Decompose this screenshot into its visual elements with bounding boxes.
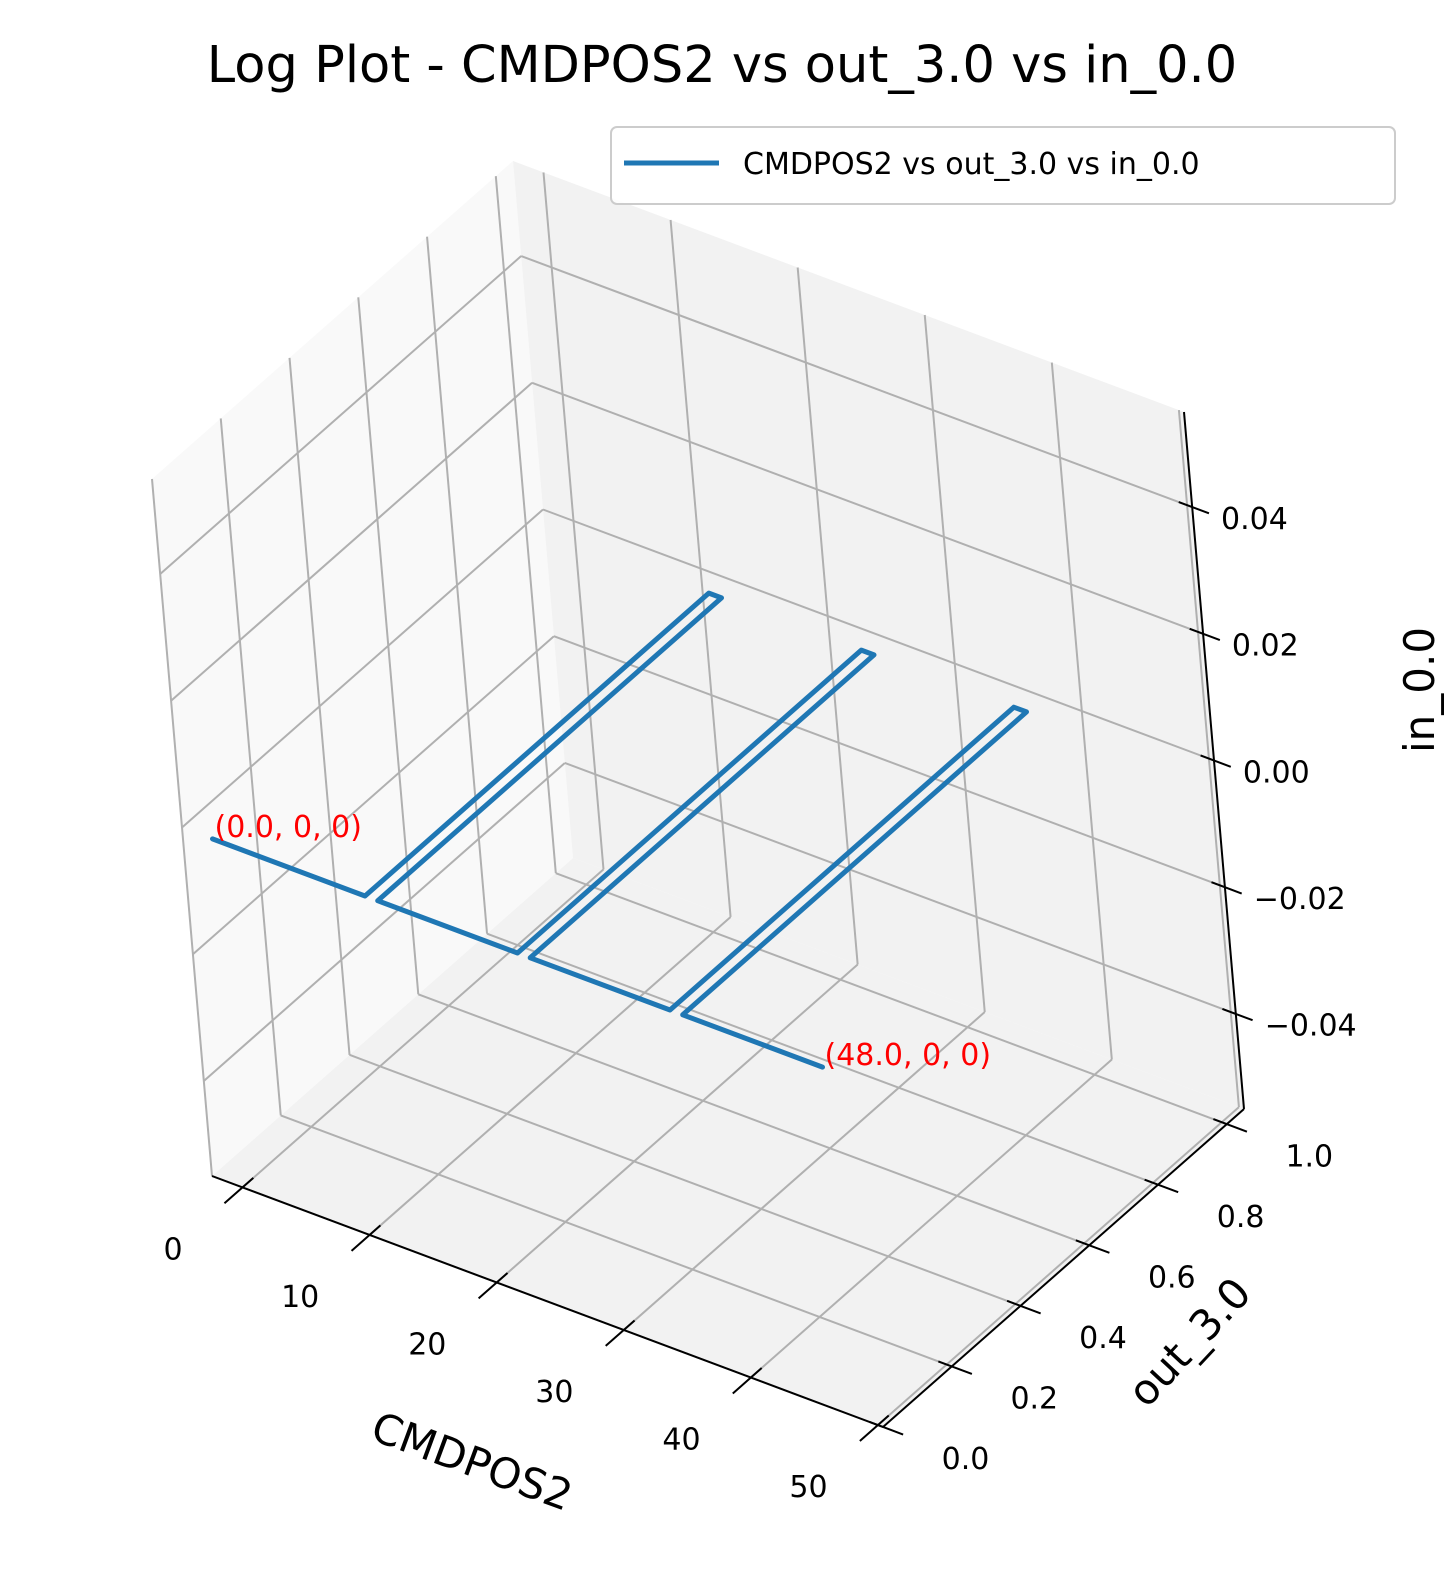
y-tick-mark bbox=[1006, 1299, 1042, 1315]
grid-line-y-floor bbox=[417, 993, 1090, 1247]
grid-line-z-back bbox=[531, 381, 1204, 635]
grid-line-x-floor bbox=[241, 868, 605, 1189]
z-tick-mark bbox=[1189, 627, 1221, 641]
y-tick-label: 0.6 bbox=[1148, 1260, 1196, 1295]
x-tick-mark bbox=[732, 1367, 763, 1395]
z-tick-mark bbox=[1222, 1007, 1253, 1022]
series-layer bbox=[210, 590, 1029, 1070]
floor-pane bbox=[212, 858, 1244, 1427]
z-tick-mark bbox=[1211, 881, 1243, 895]
axis-lines bbox=[211, 411, 1253, 1442]
x-tick-label: 0 bbox=[164, 1233, 183, 1268]
y-tick-label: 1.0 bbox=[1285, 1139, 1333, 1174]
x-tick-mark bbox=[859, 1414, 890, 1442]
grid-line-y-floor bbox=[486, 932, 1159, 1186]
annotations-layer: (0.0, 0, 0) (48.0, 0, 0) bbox=[215, 810, 992, 1073]
y-tick-mark bbox=[869, 1421, 904, 1436]
z-tick-label: −0.04 bbox=[1265, 1009, 1357, 1044]
chart-title: Log Plot - CMDPOS2 vs out_3.0 vs in_0.0 bbox=[207, 36, 1237, 95]
y-tick-mark bbox=[937, 1360, 973, 1375]
z-tick-mark bbox=[1178, 501, 1210, 515]
legend-label: CMDPOS2 vs out_3.0 vs in_0.0 bbox=[743, 147, 1200, 182]
grid-line-x-floor bbox=[368, 916, 732, 1236]
grid-line-z-left bbox=[159, 255, 522, 575]
y-tick-mark bbox=[1075, 1239, 1110, 1254]
grid-line-x-floor bbox=[877, 1106, 1240, 1426]
grid-line-x-floor bbox=[496, 963, 859, 1284]
y-tick-mark bbox=[1213, 1118, 1248, 1133]
z-tick-label: 0.00 bbox=[1243, 755, 1310, 790]
legend-box bbox=[610, 126, 1396, 205]
grid-line-y-floor bbox=[280, 1114, 953, 1368]
grid-line-y-floor bbox=[555, 872, 1228, 1126]
z-tick-label: 0.02 bbox=[1232, 629, 1299, 664]
x-tick-label: 40 bbox=[662, 1423, 700, 1458]
grid-line-z-left bbox=[170, 382, 533, 702]
x-tick-label: 30 bbox=[535, 1375, 573, 1410]
z-tick-mark bbox=[1200, 754, 1232, 768]
grid-line-y-floor bbox=[349, 1053, 1021, 1307]
x-tick-label: 10 bbox=[281, 1280, 319, 1315]
x-tick-label: 50 bbox=[789, 1470, 827, 1505]
y-tick-label: 0.2 bbox=[1010, 1382, 1058, 1417]
x-tick-mark bbox=[477, 1272, 509, 1300]
x-tick-mark bbox=[350, 1224, 382, 1252]
grid-line-z-left bbox=[181, 508, 544, 829]
z-axis-label: in_0.0 bbox=[1395, 627, 1444, 753]
x-tick-label: 20 bbox=[408, 1328, 446, 1363]
grid-line-x-floor bbox=[623, 1011, 986, 1331]
x-tick-mark bbox=[223, 1177, 254, 1205]
grid-lines bbox=[151, 172, 1240, 1428]
x-axis-line bbox=[211, 1175, 884, 1428]
grid-line-z-left bbox=[192, 635, 555, 955]
y-axis-line bbox=[882, 1108, 1245, 1428]
x-axis-label: CMDPOS2 bbox=[365, 1402, 579, 1520]
grid-line-z-back bbox=[520, 255, 1193, 508]
z-tick-label: 0.04 bbox=[1221, 502, 1288, 537]
grid-line-z-left bbox=[203, 762, 566, 1082]
tick-labels: 0 10 20 30 40 50 0.0 0.2 0.4 0.6 0.8 1.0 −0.04 −0.02 0… bbox=[164, 502, 1357, 1505]
grid-line-x-floor bbox=[750, 1058, 1113, 1379]
y-tick-label: 0.0 bbox=[942, 1442, 990, 1477]
grid-line-z-back bbox=[542, 508, 1215, 762]
y-tick-label: 0.4 bbox=[1079, 1321, 1127, 1356]
grid-line-z-back bbox=[564, 762, 1237, 1015]
z-tick-label: −0.02 bbox=[1254, 882, 1346, 917]
x-tick-mark bbox=[605, 1319, 636, 1347]
y-tick-label: 0.8 bbox=[1217, 1200, 1265, 1235]
legend: CMDPOS2 vs out_3.0 vs in_0.0 bbox=[610, 126, 1396, 205]
series-line-0 bbox=[210, 590, 1029, 1070]
point-annotation: (48.0, 0, 0) bbox=[825, 1038, 992, 1073]
y-tick-mark bbox=[1144, 1178, 1179, 1194]
grid-line-z-back bbox=[553, 635, 1226, 889]
point-annotation: (0.0, 0, 0) bbox=[215, 810, 362, 845]
